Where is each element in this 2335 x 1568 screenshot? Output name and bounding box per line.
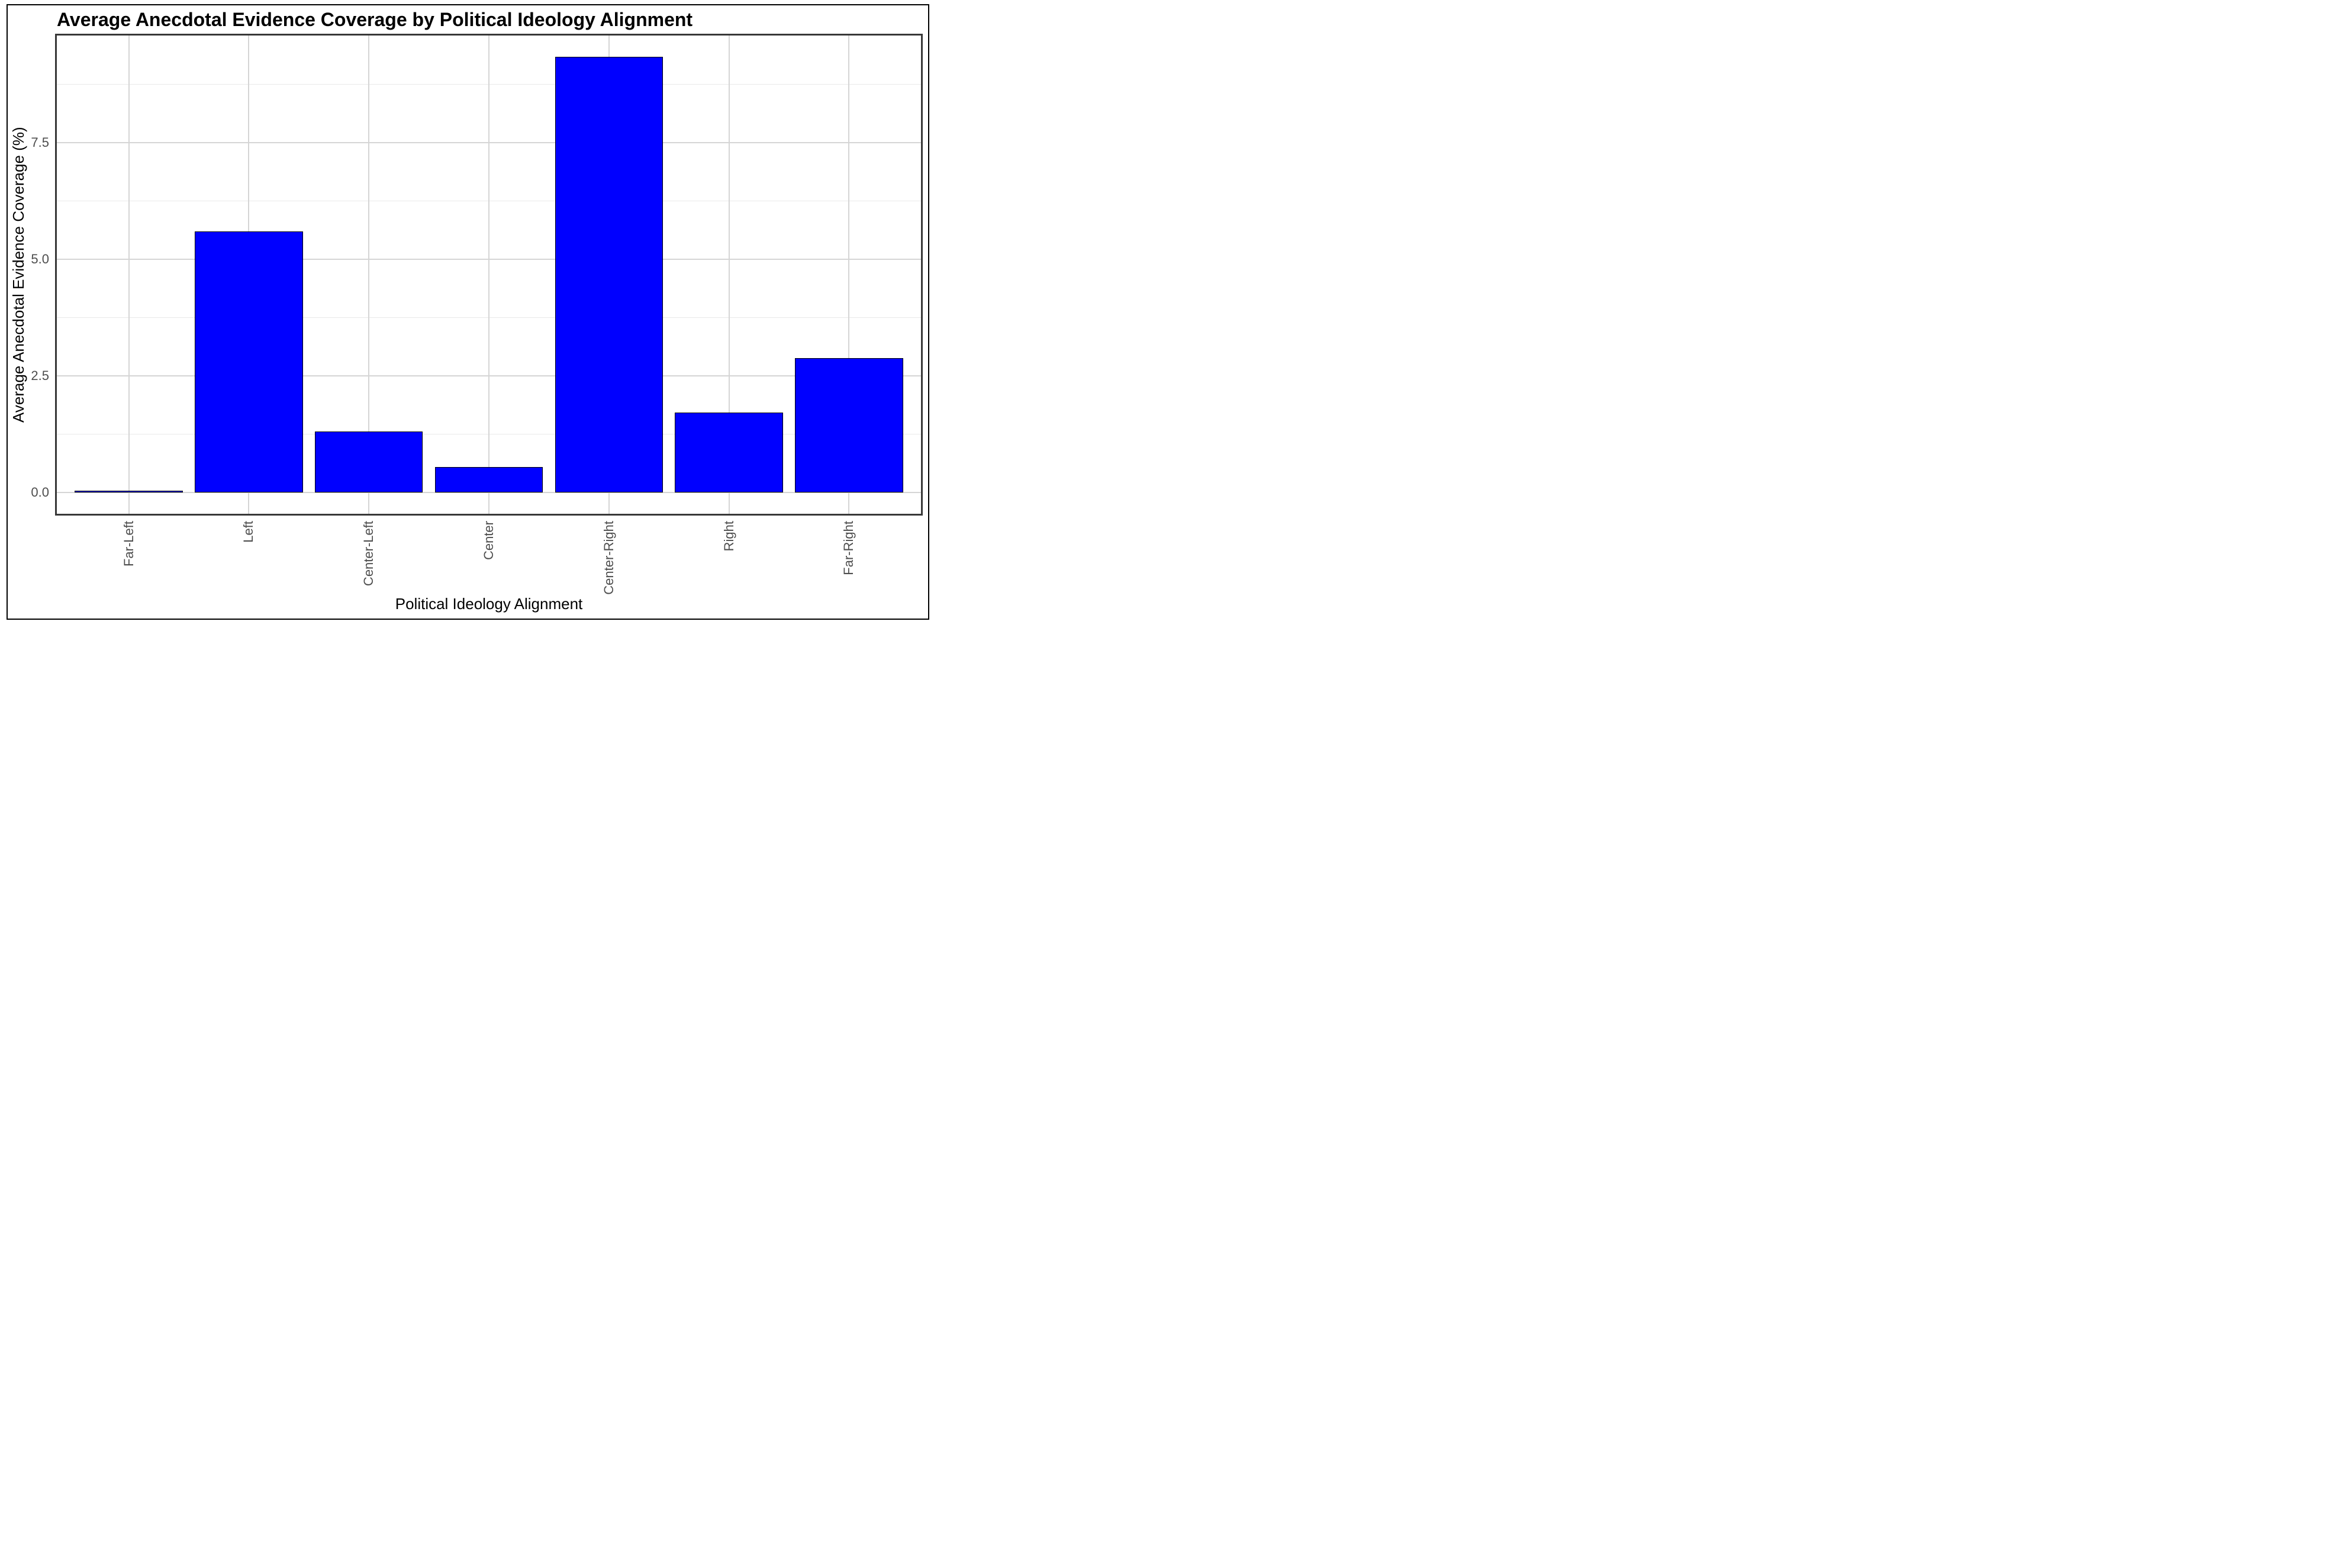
- x-tick-label-center-right: Center-Right: [601, 521, 616, 595]
- x-axis-title: Political Ideology Alignment: [395, 595, 583, 613]
- y-tick-label-7.5: 7.5: [31, 135, 49, 150]
- gridline-x-far-left: [128, 36, 130, 514]
- x-tick-label-center: Center: [481, 521, 496, 561]
- x-tick-label-far-right: Far-Right: [841, 521, 856, 575]
- y-tick-label-0.0: 0.0: [31, 485, 49, 500]
- gridline-x-far-right: [848, 36, 850, 514]
- y-tick-label-2.5: 2.5: [31, 368, 49, 384]
- bar-center: [434, 467, 543, 492]
- chart-title: Average Anecdotal Evidence Coverage by P…: [57, 9, 693, 30]
- x-tick-label-right: Right: [721, 521, 736, 552]
- figure: Average Anecdotal Evidence Coverage by P…: [0, 0, 934, 627]
- x-tick-label-center-left: Center-Left: [361, 521, 376, 587]
- y-tick-label-5.0: 5.0: [31, 252, 49, 267]
- gridline-x-center-left: [368, 36, 370, 514]
- bar-far-right: [795, 358, 903, 492]
- x-tick-label-far-left: Far-Left: [121, 521, 136, 567]
- bar-center-left: [314, 431, 423, 492]
- gridline-x-center: [488, 36, 489, 514]
- bar-right: [675, 413, 783, 492]
- bar-left: [195, 231, 303, 492]
- x-tick-label-left: Left: [241, 521, 256, 543]
- bar-center-right: [555, 57, 664, 492]
- gridline-x-right: [728, 36, 730, 514]
- bar-far-left: [75, 491, 183, 492]
- plot-panel: [55, 34, 923, 516]
- y-axis-title: Average Anecdotal Evidence Coverage (%): [9, 127, 27, 423]
